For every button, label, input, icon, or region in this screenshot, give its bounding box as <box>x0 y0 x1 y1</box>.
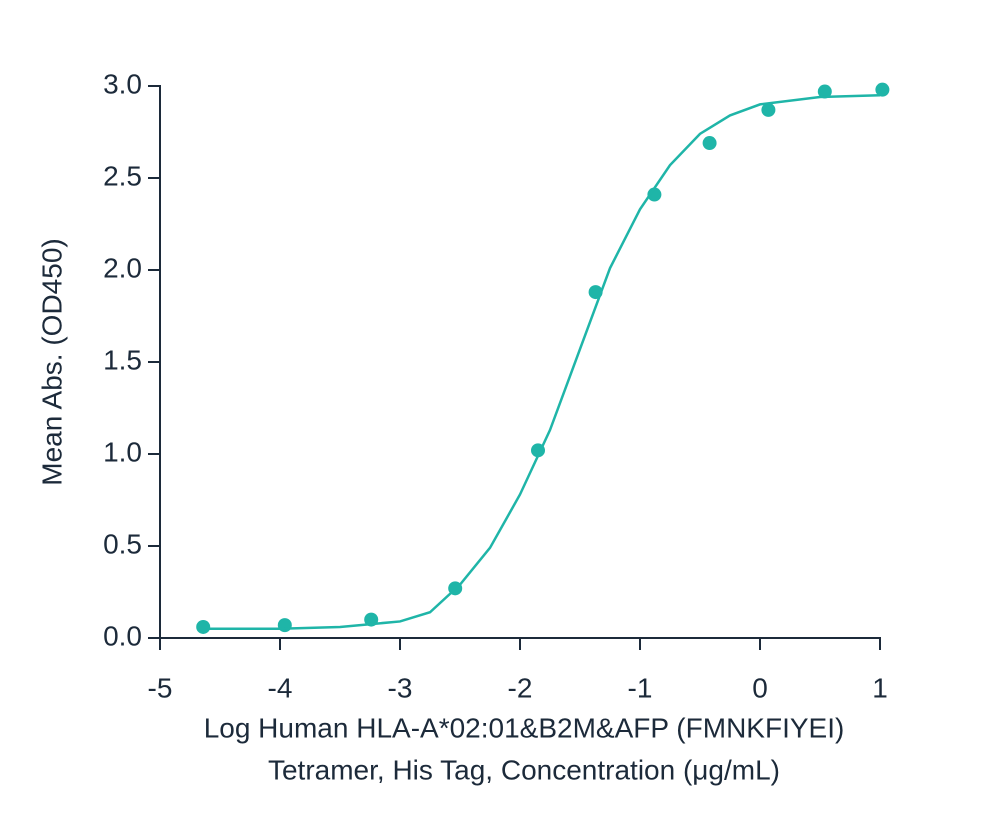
fit-curve <box>202 93 881 631</box>
x-tick-label: -1 <box>628 672 653 703</box>
x-tick-label: -5 <box>148 672 173 703</box>
x-tick-label: 1 <box>872 672 888 703</box>
data-point <box>702 136 717 151</box>
y-tick-label: 2.5 <box>103 160 142 191</box>
x-axis-title: Log Human HLA-A*02:01&B2M&AFP (FMNKFIYEI… <box>204 712 845 743</box>
x-tick-label: -4 <box>268 672 293 703</box>
data-point <box>761 102 776 117</box>
x-tick-label: -3 <box>388 672 413 703</box>
y-tick-label: 1.0 <box>103 436 142 467</box>
y-tick-label: 3.0 <box>103 68 142 99</box>
data-point <box>196 619 211 634</box>
x-axis-title: Tetramer, His Tag, Concentration (μg/mL) <box>268 754 780 785</box>
y-tick-label: 2.0 <box>103 252 142 283</box>
y-tick-label: 0.0 <box>103 620 142 651</box>
x-tick-label: -2 <box>508 672 533 703</box>
y-axis-title: Mean Abs. (OD450) <box>36 238 67 485</box>
data-point <box>875 82 890 97</box>
data-point <box>817 84 832 99</box>
y-tick-label: 1.5 <box>103 344 142 375</box>
y-tick-label: 0.5 <box>103 528 142 559</box>
x-tick-label: 0 <box>752 672 768 703</box>
